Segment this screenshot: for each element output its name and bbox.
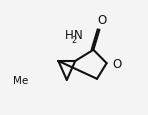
Text: 2: 2 [71,35,76,44]
Text: H: H [65,29,74,42]
Text: O: O [113,57,122,70]
Text: N: N [74,29,83,42]
Text: Me: Me [13,75,28,85]
Text: O: O [97,14,106,27]
